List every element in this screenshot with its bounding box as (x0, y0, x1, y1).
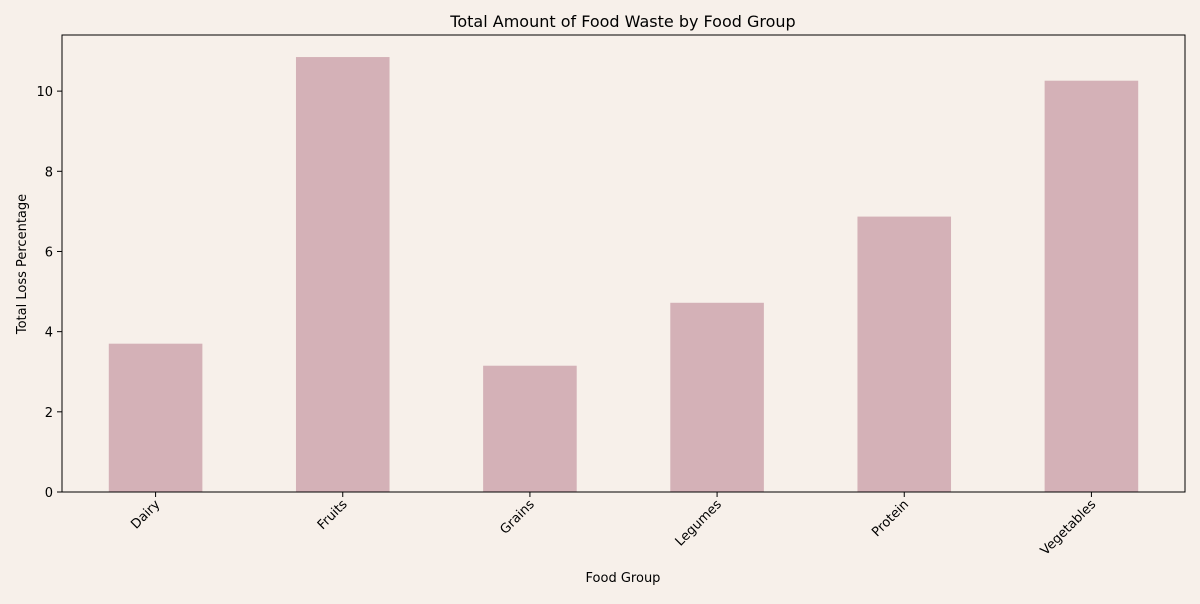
y-tick-label: 0 (45, 486, 53, 501)
y-axis-ticks: 0 2 4 6 8 10 (36, 85, 62, 501)
bar-grains (483, 365, 577, 492)
y-tick-label: 10 (36, 85, 53, 100)
bars-group (108, 57, 1139, 493)
x-tick-label: Dairy (128, 497, 163, 532)
x-tick-label: Protein (869, 497, 912, 540)
x-tick-label: Fruits (315, 497, 351, 533)
bar-dairy (108, 343, 203, 492)
bar-protein (857, 216, 952, 493)
y-axis-label: Total Loss Percentage (15, 194, 30, 335)
x-tick-label: Legumes (673, 497, 725, 549)
x-axis-ticks: Dairy Fruits Grains Legumes Protein Vegetable… (128, 492, 1099, 559)
x-axis-label: Food Group (586, 571, 661, 586)
chart-title: Total Amount of Food Waste by Food Group (449, 12, 795, 31)
bar-vegetables (1044, 80, 1139, 492)
plot-frame (61, 34, 1186, 493)
x-tick-label: Grains (497, 497, 537, 537)
x-tick-label: Vegetables (1038, 497, 1100, 559)
y-tick-label: 4 (45, 326, 53, 341)
y-tick-label: 2 (45, 406, 53, 421)
y-tick-label: 8 (45, 165, 53, 180)
y-tick-label: 6 (45, 245, 53, 260)
bar-fruits (295, 57, 390, 492)
bar-legumes (670, 302, 764, 492)
